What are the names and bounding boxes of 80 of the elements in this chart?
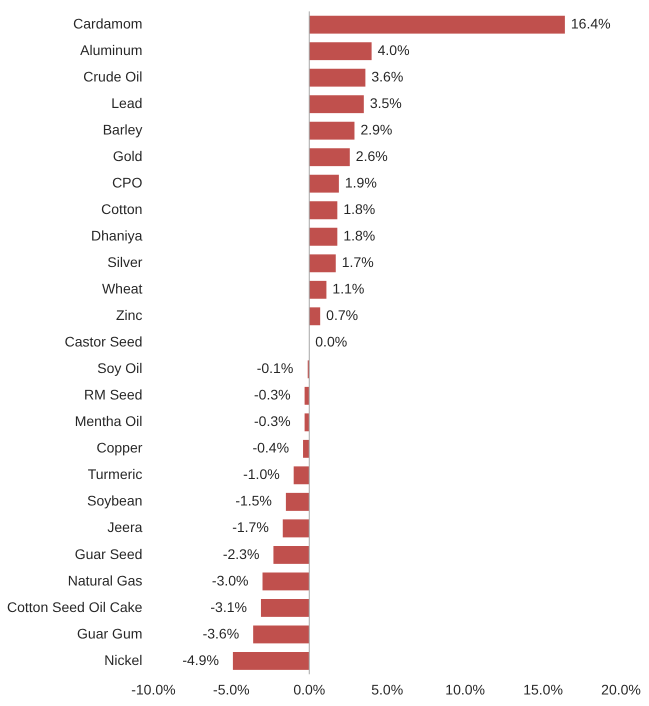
bar (309, 201, 338, 220)
data-label: -0.1% (256, 360, 294, 376)
data-label: 2.6% (356, 148, 388, 164)
bar (304, 386, 310, 405)
bar (309, 42, 372, 60)
data-label: -0.3% (254, 386, 291, 403)
y-tick-label: Gold (112, 148, 142, 164)
y-tick-label: Silver (107, 254, 143, 270)
data-label: -3.1% (210, 598, 247, 615)
data-label: 16.4% (570, 16, 611, 32)
data-label: -2.3% (222, 546, 260, 562)
y-tick-label: RM Seed (84, 386, 142, 403)
y-tick-label: Zinc (116, 307, 142, 324)
y-tick-label: Soy Oil (97, 360, 142, 376)
x-tick-label: 20.0% (601, 681, 641, 698)
bar (309, 148, 350, 166)
y-tick-label: Mentha Oil (74, 413, 142, 430)
bar (309, 95, 364, 114)
y-tick-label: Jeera (107, 519, 143, 536)
bar (309, 280, 326, 299)
y-tick-label: Cotton (101, 201, 142, 218)
bar (309, 16, 565, 34)
data-label: -0.3% (254, 413, 291, 430)
bar (262, 572, 310, 590)
bar (282, 519, 310, 538)
y-tick-label: Guar Seed (74, 546, 142, 562)
data-label: 1.9% (344, 174, 377, 191)
y-tick-label: Copper (96, 440, 143, 456)
bar (294, 466, 310, 484)
x-tick-label: 5.0% (371, 681, 404, 698)
data-label: 4.0% (378, 42, 410, 58)
y-tick-label: Soybean (87, 492, 142, 509)
y-tick-label: Dhaniya (91, 228, 143, 244)
y-tick-label: CPO (112, 174, 143, 191)
data-label: 1.8% (343, 201, 376, 218)
data-label: -3.6% (202, 625, 240, 642)
y-tick-label: Castor Seed (64, 334, 142, 350)
bar (309, 228, 338, 246)
data-label: -1.7% (232, 519, 269, 536)
y-tick-label: Cardamom (73, 16, 142, 32)
bar (309, 307, 320, 326)
data-label: -0.4% (252, 440, 290, 456)
x-tick-label: -5.0% (213, 681, 250, 698)
data-label: -4.9% (182, 652, 219, 668)
data-label: -3.0% (212, 572, 249, 588)
y-tick-label: Natural Gas (68, 572, 142, 588)
bar (273, 546, 310, 564)
data-label: 1.8% (343, 228, 376, 244)
y-tick-label: Aluminum (80, 42, 142, 58)
bar (260, 598, 310, 617)
data-label: 0.0% (315, 334, 348, 350)
y-tick-label: Lead (111, 95, 142, 112)
y-tick-label: Nickel (104, 652, 142, 668)
data-label: 1.7% (342, 254, 374, 270)
bar (304, 413, 310, 432)
bar (286, 492, 310, 511)
bar (232, 652, 310, 670)
x-tick-label: 10.0% (445, 681, 485, 698)
x-tick-label: 0.0% (293, 681, 326, 698)
data-label: 2.9% (360, 122, 392, 138)
y-tick-label: Wheat (102, 280, 143, 297)
data-label: 3.6% (371, 68, 404, 85)
bar (309, 174, 339, 193)
y-tick-label: Guar Gum (77, 625, 142, 642)
data-label: -1.0% (243, 466, 280, 482)
data-label: 3.5% (370, 95, 402, 112)
bar (309, 254, 336, 272)
data-label: 1.1% (332, 280, 364, 297)
data-label: -1.5% (235, 492, 272, 509)
bar (253, 625, 310, 644)
data-label: 0.7% (326, 307, 358, 324)
bar (303, 440, 310, 458)
bar (309, 68, 366, 87)
x-tick-label: -10.0% (131, 681, 176, 698)
y-tick-label: Barley (102, 122, 142, 138)
x-tick-label: 15.0% (523, 681, 563, 698)
y-tick-label: Cotton Seed Oil Cake (7, 598, 143, 615)
bar (309, 122, 354, 140)
y-tick-label: Crude Oil (83, 68, 142, 85)
y-tick-label: Turmeric (88, 466, 142, 482)
